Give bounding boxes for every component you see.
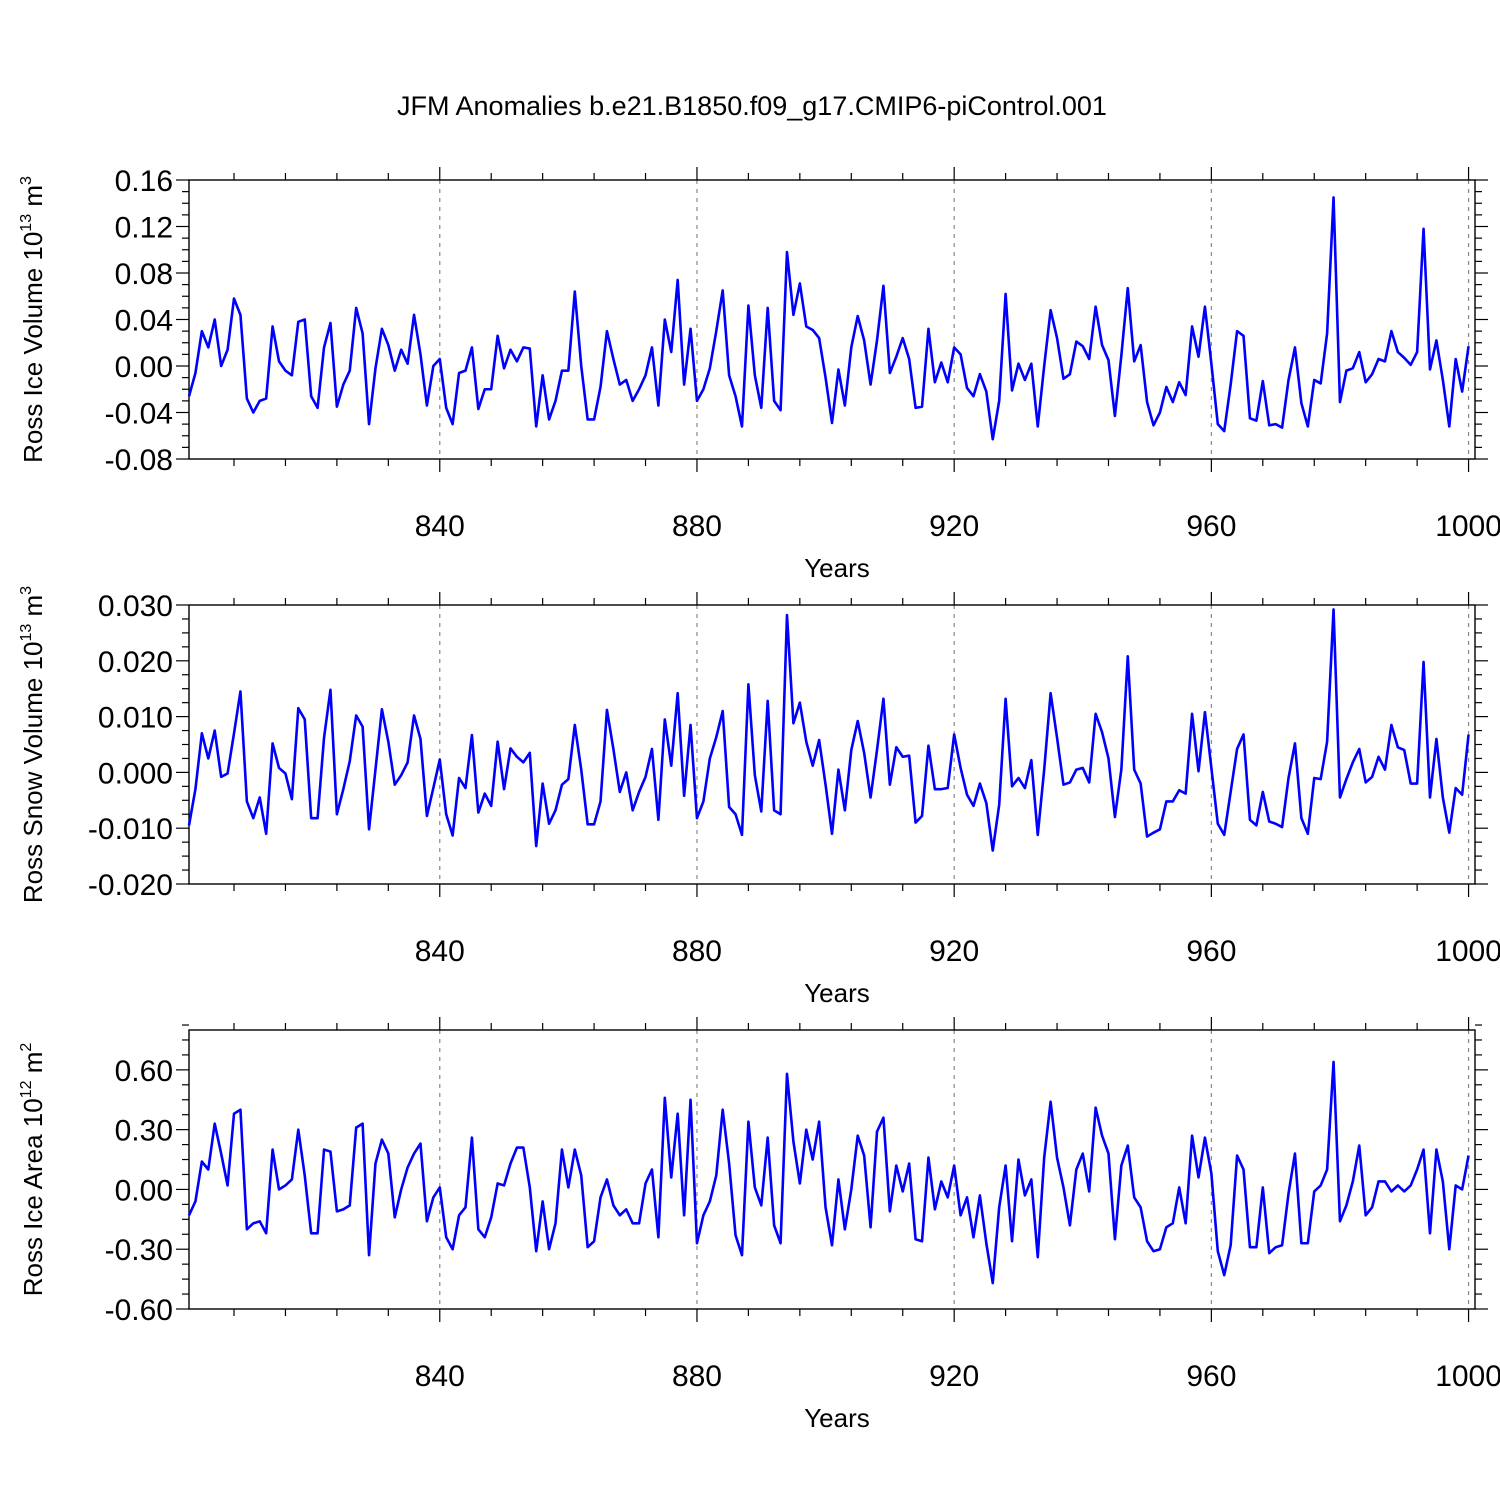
y-tick-label: 0.010 bbox=[98, 702, 173, 735]
y-axis-label-unit-exponent: 2 bbox=[18, 1043, 35, 1052]
x-axis-label: Years bbox=[804, 978, 870, 1008]
y-axis-label-unit: m bbox=[18, 595, 48, 624]
y-axis-label-unit-exponent: 3 bbox=[18, 586, 35, 595]
y-axis-label: Ross Ice Area 1012 m2 bbox=[18, 1043, 48, 1297]
y-tick-label: 0.04 bbox=[115, 305, 173, 338]
plot-frame bbox=[188, 179, 1476, 460]
plot-frame bbox=[188, 1029, 1476, 1310]
y-tick-label: 0.16 bbox=[115, 165, 173, 198]
figure-title: JFM Anomalies b.e21.B1850.f09_g17.CMIP6-… bbox=[397, 91, 1107, 121]
x-axis-label: Years bbox=[804, 553, 870, 583]
y-tick-label: 0.030 bbox=[98, 590, 173, 623]
y-axis-label-unit: m bbox=[18, 185, 48, 214]
series-line bbox=[187, 196, 1470, 441]
y-axis-label-unit: m bbox=[18, 1052, 48, 1081]
y-axis-label: Ross Snow Volume 1013 m3 bbox=[18, 586, 48, 903]
x-tick-label-960: 960 bbox=[1186, 510, 1236, 543]
y-axis-label-exponent: 12 bbox=[18, 1080, 35, 1098]
y-axis-label-text: Ross Ice Volume 10 bbox=[18, 232, 48, 463]
y-axis-label-exponent: 13 bbox=[18, 214, 35, 232]
y-axis-label-unit-exponent: 3 bbox=[18, 176, 35, 185]
y-tick-label: 0.30 bbox=[115, 1115, 173, 1148]
y-tick-label: -0.08 bbox=[105, 444, 173, 477]
y-tick-label: 0.000 bbox=[98, 757, 173, 790]
y-axis-label: Ross Ice Volume 1013 m3 bbox=[18, 176, 48, 463]
x-tick-label-880: 880 bbox=[672, 510, 722, 543]
y-tick-label: -0.04 bbox=[105, 398, 173, 431]
y-tick-label: 0.60 bbox=[115, 1055, 173, 1088]
x-tick-label-960: 960 bbox=[1186, 1360, 1236, 1393]
x-tick-label-920: 920 bbox=[929, 1360, 979, 1393]
x-tick-label-960: 960 bbox=[1186, 935, 1236, 968]
x-tick-label-840: 840 bbox=[415, 1360, 465, 1393]
plot-frame bbox=[188, 604, 1476, 885]
y-tick-label: -0.010 bbox=[88, 813, 173, 846]
x-tick-label-1000: 1000 bbox=[1435, 1360, 1500, 1393]
y-tick-label: 0.00 bbox=[115, 351, 173, 384]
y-tick-label: 0.08 bbox=[115, 258, 173, 291]
x-tick-label-1000: 1000 bbox=[1435, 935, 1500, 968]
x-tick-label-920: 920 bbox=[929, 510, 979, 543]
y-tick-label: -0.020 bbox=[88, 869, 173, 902]
x-tick-label-840: 840 bbox=[415, 510, 465, 543]
y-tick-label: -0.60 bbox=[105, 1294, 173, 1327]
panel-1: 840 880 920 960 1000 -0.08 -0.04 0.00 0.04 0.08 0.… bbox=[18, 165, 1500, 583]
y-axis-label-text: Ross Ice Area 10 bbox=[18, 1098, 48, 1296]
x-axis-label: Years bbox=[804, 1403, 870, 1433]
panel-2: 840 880 920 960 1000 -0.020 -0.010 0.000 0.010 0.… bbox=[18, 586, 1500, 1008]
y-tick-label: 0.00 bbox=[115, 1174, 173, 1207]
panel-3: 840 880 920 960 1000 -0.60 -0.30 0.00 0.30 0.60 Ye… bbox=[18, 1017, 1500, 1433]
y-tick-label: -0.30 bbox=[105, 1234, 173, 1267]
x-tick-label-1000: 1000 bbox=[1435, 510, 1500, 543]
x-tick-label-840: 840 bbox=[415, 935, 465, 968]
x-tick-label-880: 880 bbox=[672, 1360, 722, 1393]
y-axis-label-exponent: 13 bbox=[18, 624, 35, 642]
y-axis-label-text: Ross Snow Volume 10 bbox=[18, 642, 48, 904]
series-line bbox=[187, 1060, 1470, 1285]
panels: 840 880 920 960 1000 -0.08 -0.04 0.00 0.04 0.08 0.… bbox=[18, 165, 1500, 1433]
x-tick-label-880: 880 bbox=[672, 935, 722, 968]
series-line bbox=[187, 608, 1470, 852]
y-tick-label: 0.020 bbox=[98, 646, 173, 679]
y-tick-label: 0.12 bbox=[115, 212, 173, 245]
x-tick-label-920: 920 bbox=[929, 935, 979, 968]
